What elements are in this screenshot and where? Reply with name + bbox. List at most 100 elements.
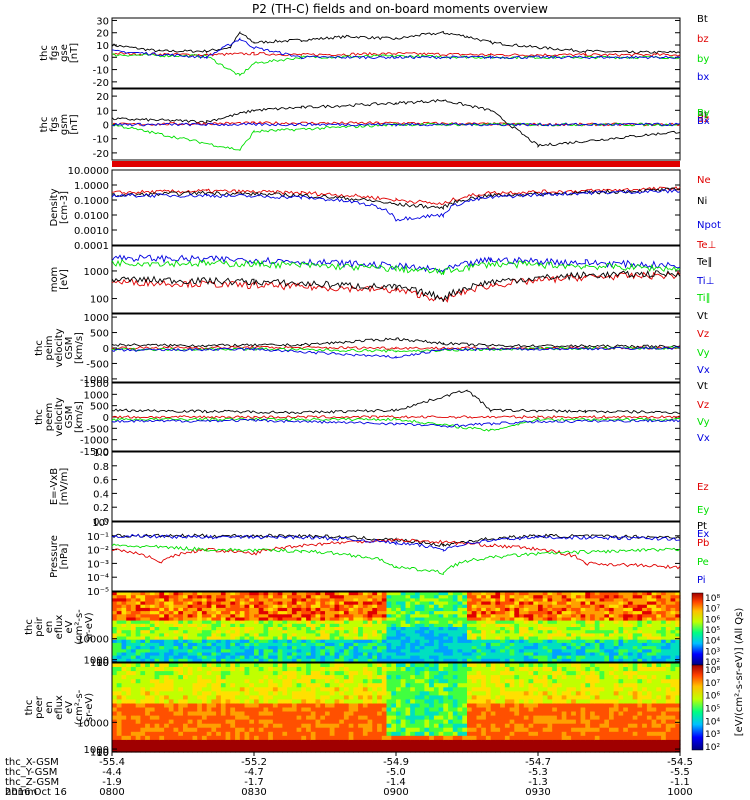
spectrogram-cell bbox=[429, 715, 435, 721]
spectrogram-cell bbox=[528, 687, 534, 692]
spectrogram-cell bbox=[126, 691, 132, 696]
spectrogram-cell bbox=[405, 675, 411, 680]
spectrogram-cell bbox=[377, 658, 383, 663]
spectrogram-cell bbox=[471, 627, 477, 631]
spectrogram-cell bbox=[239, 655, 246, 660]
y-axis-label-line: mom bbox=[49, 267, 60, 293]
spectrogram-cell bbox=[320, 739, 326, 745]
spectrogram-cell bbox=[433, 642, 440, 647]
spectrogram-cell bbox=[485, 601, 492, 606]
spectrogram-cell bbox=[296, 636, 302, 641]
spectrogram-cell bbox=[121, 627, 127, 631]
spectrogram-cell bbox=[244, 679, 250, 684]
spectrogram-cell bbox=[149, 642, 156, 647]
spectrogram-cell bbox=[277, 614, 283, 619]
spectrogram-cell bbox=[310, 735, 317, 741]
spectrogram-cell bbox=[661, 633, 667, 638]
spectrogram-cell bbox=[424, 723, 430, 729]
spectrogram-cell bbox=[343, 743, 350, 749]
spectrogram-cell bbox=[358, 595, 364, 599]
spectrogram-cell bbox=[538, 699, 544, 704]
spectrogram-cell bbox=[556, 627, 563, 631]
spectrogram-cell bbox=[353, 649, 359, 654]
spectrogram-cell bbox=[542, 623, 548, 628]
spectrogram-cell bbox=[112, 646, 118, 650]
spectrogram-cell bbox=[372, 649, 378, 654]
spectrogram-cell bbox=[268, 699, 274, 704]
spectrogram-cell bbox=[547, 642, 553, 647]
spectrogram-cell bbox=[386, 691, 392, 696]
spectrogram-cell bbox=[675, 658, 681, 663]
spectrogram-cell bbox=[481, 601, 487, 606]
spectrogram-cell bbox=[405, 723, 411, 729]
spectrogram-cell bbox=[381, 699, 388, 704]
spectrogram-cell bbox=[235, 655, 241, 660]
spectrogram-cell bbox=[296, 663, 302, 668]
spectrogram-cell bbox=[140, 683, 146, 688]
spectrogram-cell bbox=[377, 675, 383, 680]
spectrogram-cell bbox=[429, 636, 435, 641]
spectrogram-cell bbox=[296, 601, 302, 606]
spectrogram-cell bbox=[476, 679, 482, 684]
spectrogram-cell bbox=[443, 675, 449, 680]
spectrogram-cell bbox=[391, 743, 397, 749]
spectrogram-cell bbox=[665, 607, 672, 612]
spectrogram-cell bbox=[542, 723, 548, 729]
spectrogram-cell bbox=[429, 652, 435, 657]
spectrogram-cell bbox=[258, 623, 264, 628]
spectrogram-cell bbox=[112, 675, 118, 680]
spectrogram-cell bbox=[291, 636, 298, 641]
spectrogram-cell bbox=[320, 633, 326, 638]
spectrogram-cell bbox=[448, 663, 454, 668]
spectrogram-cell bbox=[514, 630, 520, 634]
spectrogram-cell bbox=[424, 691, 430, 696]
spectrogram-cell bbox=[433, 627, 440, 631]
spectrogram-cell bbox=[457, 703, 463, 709]
spectrogram-cell bbox=[358, 667, 364, 672]
spectrogram-cell bbox=[396, 671, 402, 676]
spectrogram-cell bbox=[509, 687, 515, 692]
spectrogram-cell bbox=[282, 719, 288, 725]
spectrogram-cell bbox=[244, 601, 250, 606]
spectrogram-cell bbox=[130, 748, 137, 753]
spectrogram-cell bbox=[201, 607, 208, 612]
spectrogram-cell bbox=[339, 703, 345, 709]
spectrogram-cell bbox=[533, 604, 539, 609]
spectrogram-cell bbox=[173, 699, 179, 704]
spectrogram-cell bbox=[467, 636, 473, 641]
spectrogram-cell bbox=[490, 627, 496, 631]
spectrogram-cell bbox=[585, 604, 591, 609]
spectrogram-cell bbox=[183, 671, 189, 676]
spectrogram-cell bbox=[646, 658, 653, 663]
spectrogram-cell bbox=[538, 727, 544, 733]
spectrogram-cell bbox=[239, 691, 246, 696]
spectrogram-cell bbox=[206, 607, 212, 612]
spectrogram-cell bbox=[145, 652, 151, 657]
spectrogram-cell bbox=[457, 711, 463, 717]
spectrogram-cell bbox=[509, 658, 515, 663]
spectrogram-cell bbox=[367, 614, 373, 619]
spectrogram-cell bbox=[377, 671, 383, 676]
spectrogram-cell bbox=[623, 636, 629, 641]
spectrogram-cell bbox=[277, 735, 283, 741]
spectrogram-cell bbox=[542, 707, 548, 713]
spectrogram-cell bbox=[533, 623, 539, 628]
spectrogram-cell bbox=[277, 646, 283, 650]
spectrogram-cell bbox=[268, 727, 274, 733]
spectrogram-cell bbox=[112, 623, 118, 628]
spectrogram-cell bbox=[216, 601, 222, 606]
spectrogram-cell bbox=[396, 617, 402, 622]
spectrogram-cell bbox=[400, 748, 406, 753]
spectrogram-cell bbox=[192, 611, 198, 615]
spectrogram-cell bbox=[571, 604, 577, 609]
spectrogram-cell bbox=[467, 675, 473, 680]
spectrogram-cell bbox=[438, 652, 444, 657]
spectrogram-cell bbox=[126, 739, 132, 745]
spectrogram-cell bbox=[310, 679, 317, 684]
spectrogram-cell bbox=[159, 639, 165, 644]
spectrogram-cell bbox=[183, 683, 189, 688]
spectrogram-cell bbox=[201, 719, 208, 725]
spectrogram-cell bbox=[362, 658, 369, 663]
spectrogram-cell bbox=[419, 691, 425, 696]
